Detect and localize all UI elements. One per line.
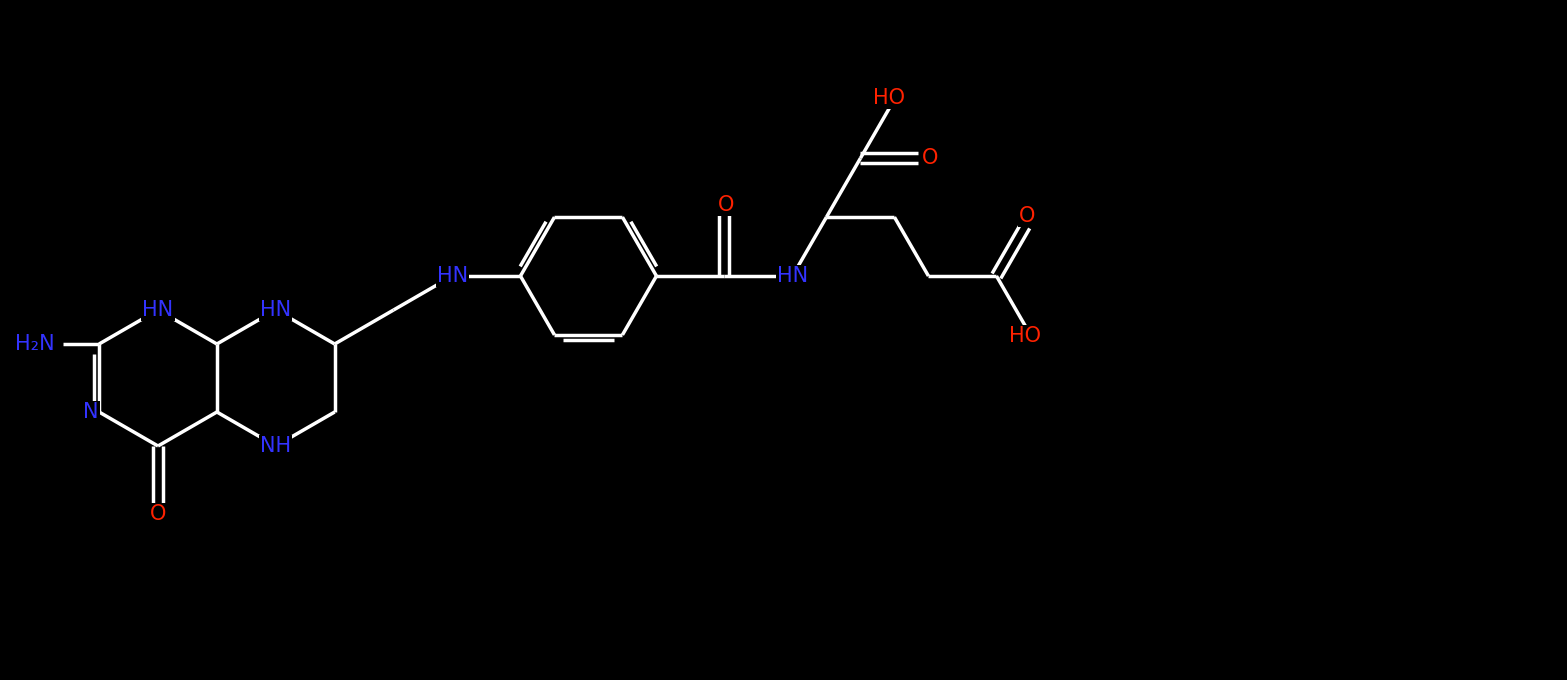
Text: HN: HN	[143, 300, 174, 320]
Text: O: O	[1019, 206, 1036, 226]
Text: O: O	[921, 148, 939, 168]
Text: HO: HO	[1009, 326, 1042, 346]
Text: HN: HN	[437, 266, 469, 286]
Text: O: O	[718, 194, 735, 215]
Text: HN: HN	[260, 300, 291, 320]
Text: NH: NH	[260, 436, 291, 456]
Text: O: O	[150, 504, 166, 524]
Text: HN: HN	[777, 266, 809, 286]
Text: HO: HO	[873, 88, 906, 108]
Text: H₂N: H₂N	[14, 334, 55, 354]
Text: N: N	[83, 402, 99, 422]
